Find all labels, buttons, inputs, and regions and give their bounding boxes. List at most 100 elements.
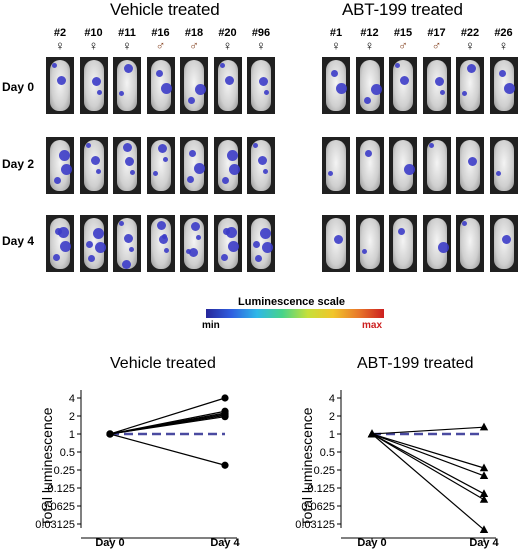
abt199-panel-title: ABT-199 treated: [342, 0, 463, 19]
data-point-circle: [221, 394, 229, 402]
mouse-id-label: #2: [53, 27, 67, 39]
luminescence-signal-spot: [196, 235, 201, 240]
mouse-bioluminescence-image: [456, 215, 484, 272]
y-axis-label: Total luminescence: [299, 407, 315, 526]
y-tick-label: 0.0625: [41, 501, 75, 513]
luminescence-signal-spot: [334, 235, 343, 244]
scale-title: Luminescence scale: [238, 296, 346, 308]
mouse-bioluminescence-image: [355, 215, 384, 272]
mouse-id-label: #17: [427, 27, 446, 39]
mouse-sex-symbol: ♀: [122, 38, 132, 53]
mouse-bioluminescence-image: [146, 215, 175, 272]
mouse-id-label: #16: [151, 27, 170, 39]
luminescence-signal-spot: [161, 234, 167, 239]
mouse-id-label: #1: [329, 27, 343, 39]
data-point-triangle: [479, 489, 489, 497]
mouse-bioluminescence-image: [113, 137, 141, 194]
mouse-bioluminescence-image: [247, 57, 275, 114]
mouse-bioluminescence-image: [180, 137, 208, 194]
mouse-bioluminescence-image: [46, 137, 74, 194]
day-label-2: Day 2: [2, 157, 35, 171]
y-tick-label: 0.125: [47, 483, 75, 495]
mouse-bioluminescence-image: [422, 137, 451, 194]
luminescence-signal-spot: [361, 249, 367, 254]
luminescence-signal-spot: [498, 70, 506, 77]
mouse-id-label: #15: [393, 27, 413, 39]
luminescence-signal-spot: [262, 242, 273, 253]
mouse-bioluminescence-image: [180, 215, 208, 272]
mouse-id-label: #10: [84, 27, 103, 39]
luminescence-signal-spot: [187, 176, 194, 183]
mouse-bioluminescence-image: [355, 57, 384, 114]
luminescence-signal-spot: [221, 177, 229, 184]
luminescence-signal-spot: [156, 221, 166, 230]
series-line: [371, 426, 485, 435]
y-tick-label: 0.0625: [301, 501, 335, 513]
luminescence-signal-spot: [54, 177, 61, 184]
luminescence-signal-spot: [260, 228, 271, 239]
mouse-bioluminescence-image: [422, 215, 451, 272]
luminescence-signal-spot: [91, 77, 101, 86]
luminescence-signal-spot: [439, 90, 445, 95]
luminescence-signal-spot: [92, 228, 104, 239]
luminescence-signal-spot: [462, 221, 467, 226]
mouse-sex-symbol: ♀: [256, 38, 266, 53]
scale-max-label: max: [362, 320, 383, 331]
luminescence-signal-spot: [328, 171, 333, 176]
luminescence-signal-spot: [467, 64, 476, 73]
luminescence-signal-spot: [59, 150, 70, 161]
luminescence-signal-spot: [119, 221, 124, 226]
mouse-id-label: #20: [218, 27, 237, 39]
y-tick-label: 2: [329, 411, 335, 423]
luminescence-signal-spot: [152, 171, 158, 176]
y-tick-label: 0.03125: [295, 519, 335, 531]
luminescence-signal-spot: [129, 247, 134, 252]
series-line: [109, 433, 226, 466]
mouse-sex-symbol: ♀: [331, 38, 341, 53]
luminescence-signal-spot: [219, 63, 225, 68]
mouse-bioluminescence-image: [213, 57, 242, 114]
mouse-sex-symbol: ♂: [431, 38, 442, 53]
mouse-bioluminescence-image: [146, 57, 175, 114]
mouse-sex-symbol: ♂: [155, 38, 166, 53]
y-tick-label: 1: [69, 429, 75, 441]
data-point-triangle: [367, 429, 377, 438]
luminescence-signal-spot: [255, 255, 262, 262]
mouse-id-label: #96: [251, 27, 271, 39]
mouse-id-label: #22: [460, 27, 480, 39]
luminescence-signal-spot: [220, 254, 228, 261]
mouse-bioluminescence-image: [146, 137, 175, 194]
luminescence-signal-spot: [189, 150, 196, 157]
x-tick-label: Day 4: [469, 537, 499, 549]
luminescence-signal-spot: [462, 91, 467, 96]
series-line: [371, 433, 485, 501]
luminescence-signal-spot: [90, 156, 100, 165]
mouse-bioluminescence-image: [355, 137, 384, 194]
mouse-sex-symbol: ♂: [189, 38, 199, 53]
luminescence-signal-spot: [85, 143, 91, 148]
luminescence-signal-spot: [158, 235, 168, 244]
chart-title-abt199: ABT-199 treated: [357, 355, 474, 372]
luminescence-signal-spot: [364, 150, 372, 157]
luminescence-signal-spot: [336, 83, 347, 94]
data-point-triangle: [479, 495, 489, 503]
luminescence-signal-spot: [428, 143, 434, 148]
mouse-bioluminescence-image: [322, 57, 350, 114]
data-point-circle: [221, 461, 229, 469]
mouse-bioluminescence-image: [79, 57, 108, 114]
day-label-0: Day 0: [2, 80, 35, 94]
mouse-sex-symbol: ♂: [398, 38, 408, 53]
series-line: [109, 416, 226, 435]
luminescence-signal-spot: [191, 222, 200, 231]
mouse-bioluminescence-image: [422, 57, 451, 114]
luminescence-signal-spot: [52, 63, 57, 68]
mouse-sex-symbol: ♀: [364, 38, 375, 53]
mouse-bioluminescence-image: [456, 57, 484, 114]
day-label-4: Day 4: [2, 234, 35, 248]
luminescence-signal-spot: [119, 91, 124, 96]
x-tick-label: Day 4: [210, 537, 240, 549]
mouse-bioluminescence-image: [489, 57, 518, 114]
y-tick-label: 2: [69, 411, 75, 423]
y-tick-label: 0.5: [60, 447, 75, 459]
